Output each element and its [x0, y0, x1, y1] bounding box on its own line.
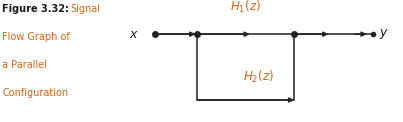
Text: $\mathit{x}$: $\mathit{x}$: [129, 28, 139, 41]
Text: Flow Graph of: Flow Graph of: [2, 32, 70, 42]
Text: Figure 3.32:: Figure 3.32:: [2, 4, 69, 14]
Text: $H_1(z)$: $H_1(z)$: [231, 0, 261, 15]
Text: a Parallel: a Parallel: [2, 60, 47, 70]
Text: Signal: Signal: [71, 4, 100, 14]
Text: Configuration: Configuration: [2, 88, 68, 98]
Text: $H_2(z)$: $H_2(z)$: [243, 69, 273, 85]
Text: $\mathit{y}$: $\mathit{y}$: [379, 27, 388, 41]
